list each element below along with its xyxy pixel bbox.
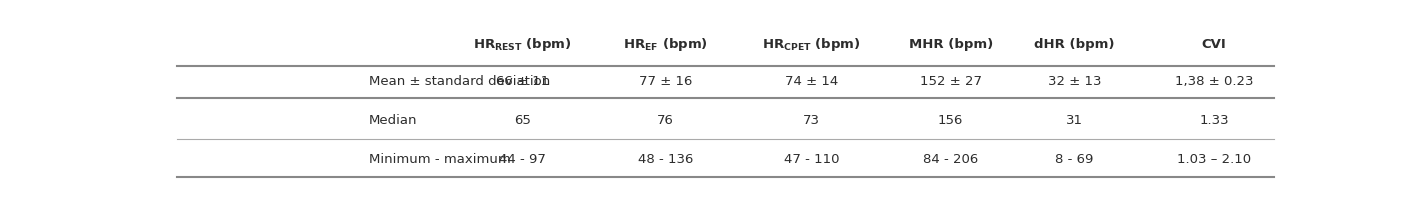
Text: CVI: CVI [1202, 38, 1226, 51]
Text: 31: 31 [1066, 114, 1083, 127]
Text: 84 - 206: 84 - 206 [923, 153, 978, 166]
Text: 32 ± 13: 32 ± 13 [1048, 75, 1102, 88]
Text: 73: 73 [803, 114, 820, 127]
Text: 77 ± 16: 77 ± 16 [639, 75, 692, 88]
Text: 1.33: 1.33 [1199, 114, 1229, 127]
Text: dHR (bpm): dHR (bpm) [1035, 38, 1114, 51]
Text: HR$_{\mathregular{REST}}$ (bpm): HR$_{\mathregular{REST}}$ (bpm) [473, 36, 572, 53]
Text: 1.03 – 2.10: 1.03 – 2.10 [1177, 153, 1252, 166]
Text: Mean ± standard deviation: Mean ± standard deviation [370, 75, 551, 88]
Text: 47 - 110: 47 - 110 [783, 153, 840, 166]
Text: 8 - 69: 8 - 69 [1055, 153, 1095, 166]
Text: 44 - 97: 44 - 97 [500, 153, 547, 166]
Text: Minimum - maximum: Minimum - maximum [370, 153, 511, 166]
Text: HR$_{\mathregular{EF}}$ (bpm): HR$_{\mathregular{EF}}$ (bpm) [623, 36, 708, 53]
Text: 66 ± 11: 66 ± 11 [496, 75, 549, 88]
Text: 152 ± 27: 152 ± 27 [919, 75, 981, 88]
Text: Median: Median [370, 114, 418, 127]
Text: 65: 65 [514, 114, 531, 127]
Text: MHR (bpm): MHR (bpm) [909, 38, 993, 51]
Text: 48 - 136: 48 - 136 [637, 153, 692, 166]
Text: HR$_{\mathregular{CPET}}$ (bpm): HR$_{\mathregular{CPET}}$ (bpm) [762, 36, 861, 53]
Text: 74 ± 14: 74 ± 14 [784, 75, 838, 88]
Text: 1,38 ± 0.23: 1,38 ± 0.23 [1175, 75, 1253, 88]
Text: 76: 76 [657, 114, 674, 127]
Text: 156: 156 [937, 114, 963, 127]
